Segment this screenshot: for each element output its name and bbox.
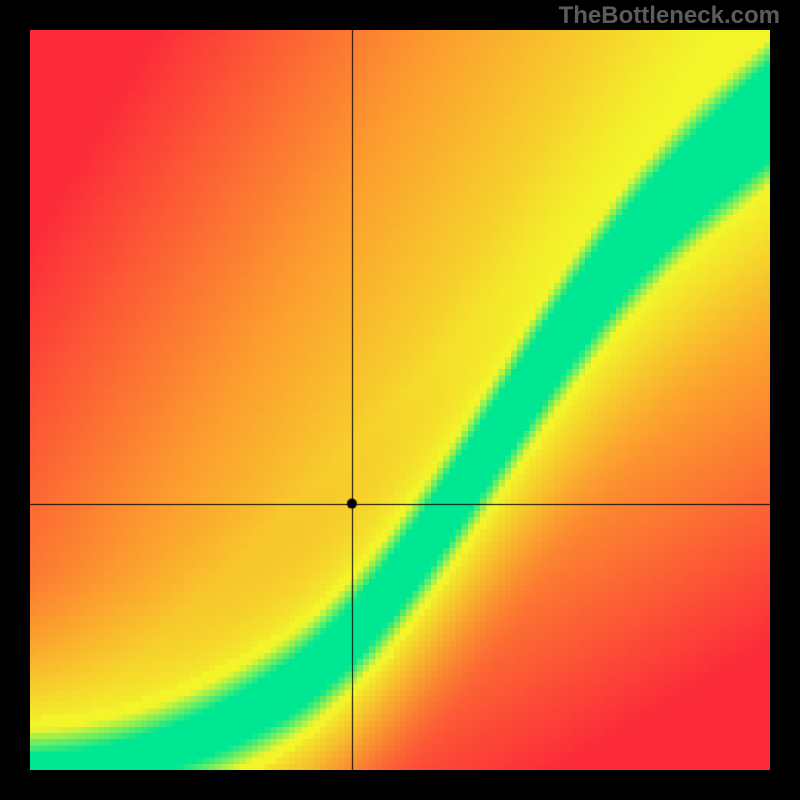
watermark-text: TheBottleneck.com	[559, 2, 780, 30]
chart-container: { "chart": { "type": "heatmap", "outer_w…	[0, 0, 800, 800]
crosshair-overlay	[30, 30, 770, 770]
